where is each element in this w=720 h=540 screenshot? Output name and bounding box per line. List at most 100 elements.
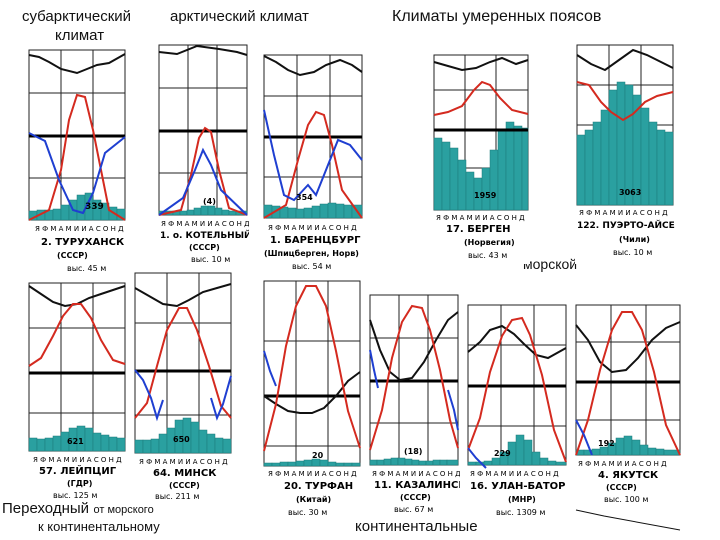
pressure-curve [134,283,232,308]
station-elev: выс. 30 м [288,508,327,517]
station-name: 57. ЛЕЙПЦИГ [39,464,117,477]
month-letters: Я Ф М А М И И А С О Н Д [268,224,357,232]
heading-transitional: Переходный от морского [2,500,154,518]
precip-bars [263,458,361,467]
pressure-curve [467,324,567,360]
pressure-curve [28,53,126,75]
station-country: (ГДР) [67,479,92,488]
temperature-curve [263,285,361,452]
panel-kotelny: (4) Я Ф М А М И И А С О Н Д 1. о. КОТЕЛЬ… [157,40,249,266]
panel-edge-line [575,509,681,531]
humidity-curve [158,147,248,216]
month-letters: Я Ф М А М И И А С О Н Д [139,458,228,466]
heading-arctic: арктический климат [170,8,309,25]
temperature-curve [263,110,363,219]
precip-total: (18) [404,447,422,456]
heading-transitional-2: к континентальному [38,519,160,534]
precip-bars [467,434,567,466]
station-country: (Чили) [619,235,650,244]
temperature-curve [28,303,126,367]
station-name: 16. УЛАН-БАТОР [470,481,565,492]
humidity-curve [263,109,363,202]
station-name: 4. ЯКУТСК [598,470,659,481]
station-elev: выс. 100 м [604,495,648,504]
precip-bars [369,457,459,466]
heading-transitional-main: Переходный [2,500,90,517]
panel-minsk: 650 Я Ф М А М И И А С О Н Д 64. МИНСК (С… [133,268,233,502]
precip-bars [575,435,681,456]
precip-bars [134,417,232,454]
panel-puerto-aysen: 3063 Я Ф М А М И И А С О Н Д 122. ПУЭРТО… [575,40,675,264]
heading-subarctic-2: климат [55,27,105,44]
month-letters: Я Ф М А М И И А С О Н Д [161,220,249,228]
heading-subarctic: субарктический [22,8,132,25]
station-elev: выс. 10 м [191,255,230,264]
panel-ulan-bator: 229 Я Ф М А М И И А С О Н Д 16. УЛАН-БАТ… [466,300,568,522]
station-name: 1. о. КОТЕЛЬНЫЙ [160,229,249,241]
station-name: 64. МИНСК [153,468,217,479]
station-name: 2. ТУРУХАНСК [41,237,125,248]
precip-total: 354 [296,193,313,202]
station-country: (СССР) [189,243,220,252]
month-letters: Я Ф М А М И И А С О Н Д [579,209,668,217]
pressure-curve [576,48,674,72]
panel-yakutsk: 192 Я Ф М А М И И А С О Н Д 4. ЯКУТСК (С… [574,300,684,534]
station-country: (Китай) [296,495,331,504]
panel-turukhansk: 339 Я Ф М А М И И А С О Н Д 2. ТУРУХАНСК… [27,45,127,277]
temperature-curve [575,311,681,456]
station-name: 11. КАЗАЛИНСК [374,480,460,491]
pressure-curve [369,311,459,382]
station-country: (СССР) [57,251,88,260]
month-letters: Я Ф М А М И И А С О Н Д [578,460,667,468]
month-letters: Я Ф М А М И И А С О Н Д [33,456,122,464]
humidity-curve-right [210,375,232,421]
station-country: (СССР) [606,483,637,492]
temperature-curve [467,316,567,463]
station-name: 17. БЕРГЕН [446,224,511,235]
precip-total: 339 [85,202,104,212]
station-country: (Шпицберген, Норв) [264,248,359,258]
heading-transitional-rest: от морского [93,504,154,516]
precip-total: 1959 [474,191,497,200]
temperature-curve [134,307,232,419]
station-name: 1. БАРЕНЦБУРГ [270,235,361,246]
panel-leipzig: 621 Я Ф М А М И И А С О Н Д 57. ЛЕЙПЦИГ … [27,278,127,502]
station-country: (МНР) [508,495,536,504]
station-name: 20. ТУРФАН [284,481,353,492]
station-country: (СССР) [169,481,200,490]
pressure-curve [158,44,248,56]
pressure-curve [263,55,363,77]
humidity-curve-right [447,389,459,431]
panel-kazalinsk: (18) Я Ф М А М И И А С О Н Д 11. КАЗАЛИН… [368,290,460,518]
precip-total: 621 [67,437,84,446]
heading-marine: морской [523,256,578,272]
panel-bergen: 1959 Я Ф М А М И И А С О Н Д 17. БЕРГЕН … [432,50,530,264]
station-country: (СССР) [400,493,431,502]
station-elev: выс. 125 м [53,491,97,500]
station-elev: выс. 45 м [67,264,106,273]
station-elev: выс. 43 м [468,251,507,260]
precip-total: (4) [203,197,216,206]
precip-bars [433,121,529,211]
station-elev: выс. 54 м [292,262,331,271]
humidity-curve [263,350,277,387]
month-letters: Я Ф М А М И И А С О Н Д [470,470,559,478]
precip-total: 3063 [619,188,641,197]
heading-temperate: Климаты умеренных поясов [392,8,602,25]
precip-bars [576,81,674,206]
panel-barentsburg: 354 Я Ф М А М И И А С О Н Д 1. БАРЕНЦБУР… [262,50,364,276]
station-elev: выс. 67 м [394,505,433,514]
precip-total: 650 [173,435,190,444]
humidity-curve [369,349,379,389]
precip-total: 192 [598,439,615,448]
humidity-curve [28,132,126,215]
precip-total: 229 [494,449,511,458]
pressure-curve [575,321,681,374]
station-elev: выс. 211 м [155,492,199,501]
month-letters: Я Ф М А М И И А С О Н Д [436,214,525,222]
temperature-curve [28,93,126,221]
humidity-curve [467,447,487,469]
pressure-curve [433,56,529,72]
precip-bars [28,425,126,452]
precip-total: 20 [312,451,324,460]
